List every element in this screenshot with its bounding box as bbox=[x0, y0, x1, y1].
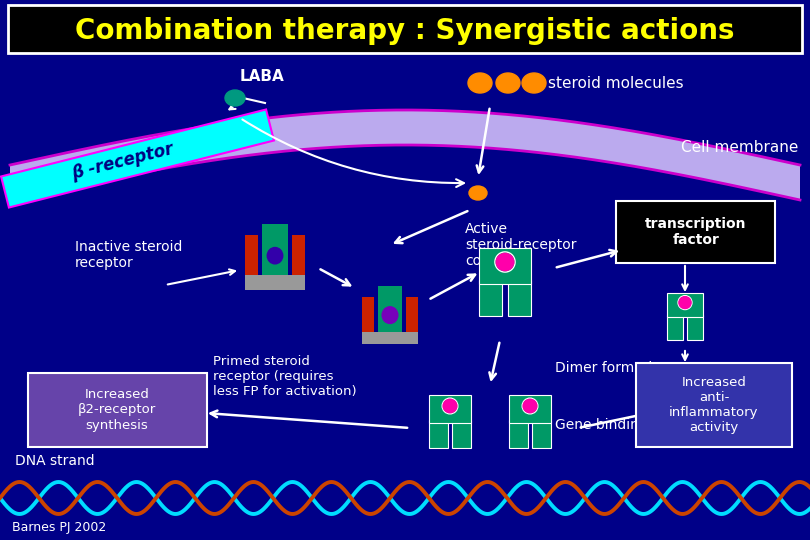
FancyBboxPatch shape bbox=[667, 315, 684, 340]
FancyBboxPatch shape bbox=[636, 363, 792, 447]
FancyBboxPatch shape bbox=[509, 395, 551, 423]
Ellipse shape bbox=[443, 399, 457, 413]
FancyBboxPatch shape bbox=[362, 333, 418, 344]
FancyBboxPatch shape bbox=[245, 234, 258, 275]
Polygon shape bbox=[1, 110, 274, 207]
Ellipse shape bbox=[382, 307, 398, 323]
Text: Dimer formation: Dimer formation bbox=[555, 361, 670, 375]
FancyBboxPatch shape bbox=[362, 297, 374, 333]
Text: Primed steroid
receptor (requires
less FP for activation): Primed steroid receptor (requires less F… bbox=[213, 355, 356, 398]
Ellipse shape bbox=[523, 399, 537, 413]
FancyBboxPatch shape bbox=[8, 5, 802, 53]
Text: LABA: LABA bbox=[240, 69, 285, 84]
FancyBboxPatch shape bbox=[532, 420, 551, 448]
Text: DNA strand: DNA strand bbox=[15, 454, 95, 468]
Ellipse shape bbox=[496, 73, 520, 93]
FancyBboxPatch shape bbox=[429, 420, 448, 448]
Polygon shape bbox=[10, 110, 800, 200]
Text: Cell membrane: Cell membrane bbox=[680, 140, 798, 156]
FancyBboxPatch shape bbox=[508, 280, 531, 316]
FancyBboxPatch shape bbox=[667, 293, 703, 318]
FancyBboxPatch shape bbox=[406, 297, 418, 333]
Text: Increased
β2-receptor
synthesis: Increased β2-receptor synthesis bbox=[78, 388, 156, 431]
Text: Gene binding: Gene binding bbox=[555, 418, 648, 432]
Ellipse shape bbox=[267, 247, 283, 264]
Ellipse shape bbox=[679, 296, 691, 308]
Ellipse shape bbox=[469, 186, 487, 200]
FancyBboxPatch shape bbox=[479, 280, 502, 316]
FancyBboxPatch shape bbox=[429, 395, 471, 423]
Text: Active
steroid-receptor
complex: Active steroid-receptor complex bbox=[465, 222, 577, 268]
Ellipse shape bbox=[497, 253, 514, 271]
FancyBboxPatch shape bbox=[687, 315, 703, 340]
Ellipse shape bbox=[225, 90, 245, 106]
Text: Barnes PJ 2002: Barnes PJ 2002 bbox=[12, 522, 106, 535]
Text: Increased
anti-
inflammatory
activity: Increased anti- inflammatory activity bbox=[669, 376, 759, 434]
Text: β -receptor: β -receptor bbox=[70, 140, 176, 183]
Ellipse shape bbox=[468, 73, 492, 93]
FancyArrowPatch shape bbox=[242, 119, 464, 187]
FancyBboxPatch shape bbox=[509, 420, 528, 448]
FancyBboxPatch shape bbox=[292, 234, 305, 275]
FancyBboxPatch shape bbox=[377, 286, 403, 333]
Text: Combination therapy : Synergistic actions: Combination therapy : Synergistic action… bbox=[75, 17, 735, 45]
Text: transcription
factor: transcription factor bbox=[646, 217, 747, 247]
FancyBboxPatch shape bbox=[28, 373, 207, 447]
Text: Inactive steroid
receptor: Inactive steroid receptor bbox=[75, 240, 182, 270]
FancyBboxPatch shape bbox=[262, 225, 288, 275]
Ellipse shape bbox=[522, 73, 546, 93]
Text: steroid molecules: steroid molecules bbox=[548, 76, 684, 91]
FancyBboxPatch shape bbox=[452, 420, 471, 448]
FancyBboxPatch shape bbox=[479, 248, 531, 284]
FancyBboxPatch shape bbox=[245, 275, 305, 291]
FancyBboxPatch shape bbox=[616, 201, 775, 263]
